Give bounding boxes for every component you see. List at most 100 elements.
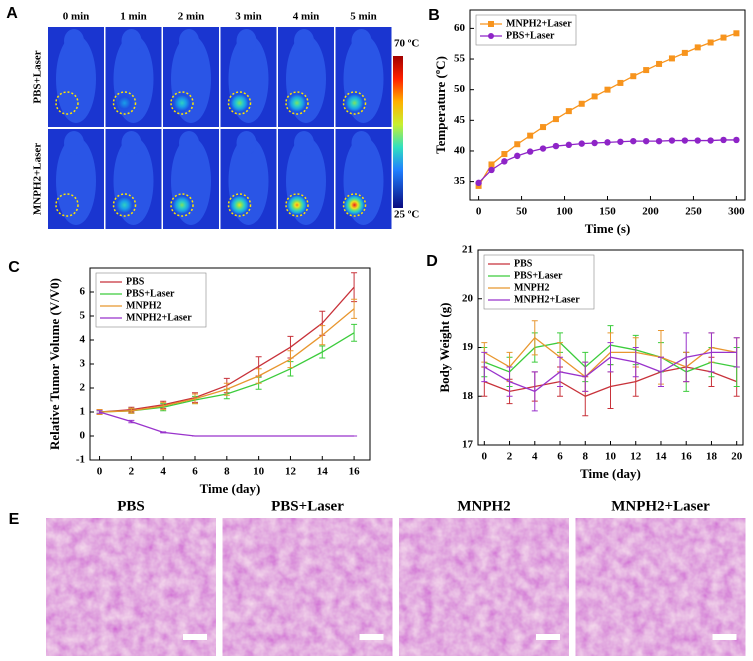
column-label: 0 min	[63, 11, 90, 23]
marker	[501, 151, 508, 158]
x-tick-label: 200	[642, 206, 659, 218]
legend-marker	[488, 33, 494, 39]
y-tick-label: 1	[80, 406, 86, 418]
y-axis-label: Temperature (ºC)	[433, 56, 448, 154]
legend-label: PBS	[514, 258, 533, 269]
plots: 0 min 1 min 2 min 3 min 4 min 5 minPBS+LaserM…	[32, 9, 746, 656]
x-tick-label: 20	[731, 451, 743, 463]
column-label: 4 min	[293, 11, 320, 23]
marker	[591, 93, 598, 100]
marker	[617, 79, 624, 86]
y-tick-label: 35	[454, 175, 466, 187]
legend-label: MNPH2	[514, 282, 550, 293]
error-bar	[128, 407, 135, 414]
y-tick-label: 50	[454, 83, 466, 95]
x-tick-label: 300	[728, 206, 745, 218]
marker	[514, 152, 521, 160]
marker	[656, 60, 663, 67]
mouse	[56, 137, 96, 225]
histology-image	[222, 518, 393, 656]
mouse-head	[121, 29, 142, 53]
error-bar	[351, 323, 358, 342]
tumor-ring	[55, 193, 79, 217]
error-bar	[506, 366, 513, 397]
marker	[526, 148, 534, 155]
column-label: 3 min	[235, 11, 262, 23]
panel-label: B	[428, 7, 440, 24]
x-tick-label: 2	[507, 451, 513, 463]
row-label: MNPH2+Laser	[32, 143, 44, 215]
legend-label: PBS+Laser	[506, 30, 555, 41]
scale-bar	[359, 634, 384, 640]
marker	[630, 137, 637, 145]
y-tick-label: 5	[80, 310, 86, 322]
hot-spot	[227, 91, 252, 115]
y-tick-label: 45	[454, 114, 466, 126]
marker	[539, 145, 547, 152]
mouse-head	[64, 131, 84, 155]
error-bar	[557, 356, 564, 387]
x-axis-label: Time (day)	[200, 481, 261, 496]
error-bar	[683, 332, 690, 383]
y-tick-label: 0	[80, 430, 86, 442]
marker	[681, 49, 688, 56]
mouse-head	[179, 131, 199, 155]
y-tick-label: 6	[80, 286, 86, 298]
x-tick-label: 4	[160, 466, 166, 478]
mouse-head	[64, 29, 84, 53]
mouse-head	[179, 29, 199, 53]
x-tick-label: 4	[532, 451, 538, 463]
error-bar	[160, 431, 167, 434]
x-tick-label: 50	[516, 206, 528, 218]
marker	[578, 140, 585, 147]
legend-marker	[488, 21, 494, 27]
panel-label: C	[8, 259, 20, 276]
marker	[514, 141, 521, 148]
image-title: PBS	[117, 498, 145, 514]
marker	[694, 44, 701, 51]
x-tick-label: 14	[317, 466, 329, 478]
error-bar	[657, 356, 664, 387]
hot-spot	[227, 193, 252, 217]
scale-bar	[536, 634, 560, 640]
tumor-ring	[112, 193, 137, 217]
panel-label: E	[9, 511, 20, 528]
marker	[565, 141, 573, 149]
marker	[604, 86, 611, 93]
tumor-ring	[285, 193, 309, 217]
error-bar	[632, 347, 639, 378]
y-tick-label: 17	[462, 439, 474, 451]
x-tick-label: 0	[476, 206, 482, 218]
x-axis-label: Time (s)	[585, 221, 631, 236]
marker	[733, 30, 740, 37]
hot-spot	[170, 91, 194, 115]
tumor-ring	[227, 91, 252, 115]
mouse-head	[351, 131, 372, 155]
error-bar	[319, 345, 326, 359]
marker	[668, 137, 676, 144]
column-label: 2 min	[178, 11, 205, 23]
panel-label: D	[426, 253, 438, 270]
tumor-ring	[342, 193, 367, 217]
column-label: 5 min	[350, 11, 377, 23]
error-bar	[255, 368, 262, 384]
x-tick-label: 0	[482, 451, 488, 463]
image-title: MNPH2+Laser	[611, 498, 710, 514]
colorbar-label: 70 ºC	[394, 38, 419, 50]
marker	[642, 137, 650, 145]
marker	[604, 139, 611, 146]
x-tick-label: 6	[557, 451, 563, 463]
error-bar	[160, 401, 167, 411]
scale-bar	[712, 634, 737, 640]
mouse-head	[294, 131, 314, 155]
x-tick-label: 16	[681, 451, 693, 463]
y-tick-label: 2	[80, 382, 86, 394]
marker	[501, 158, 508, 165]
error-bar	[708, 332, 715, 373]
error-bar	[287, 350, 294, 369]
hot-spot	[112, 193, 137, 217]
x-tick-label: 14	[655, 451, 667, 463]
marker	[720, 34, 727, 41]
error-bar	[582, 361, 589, 392]
